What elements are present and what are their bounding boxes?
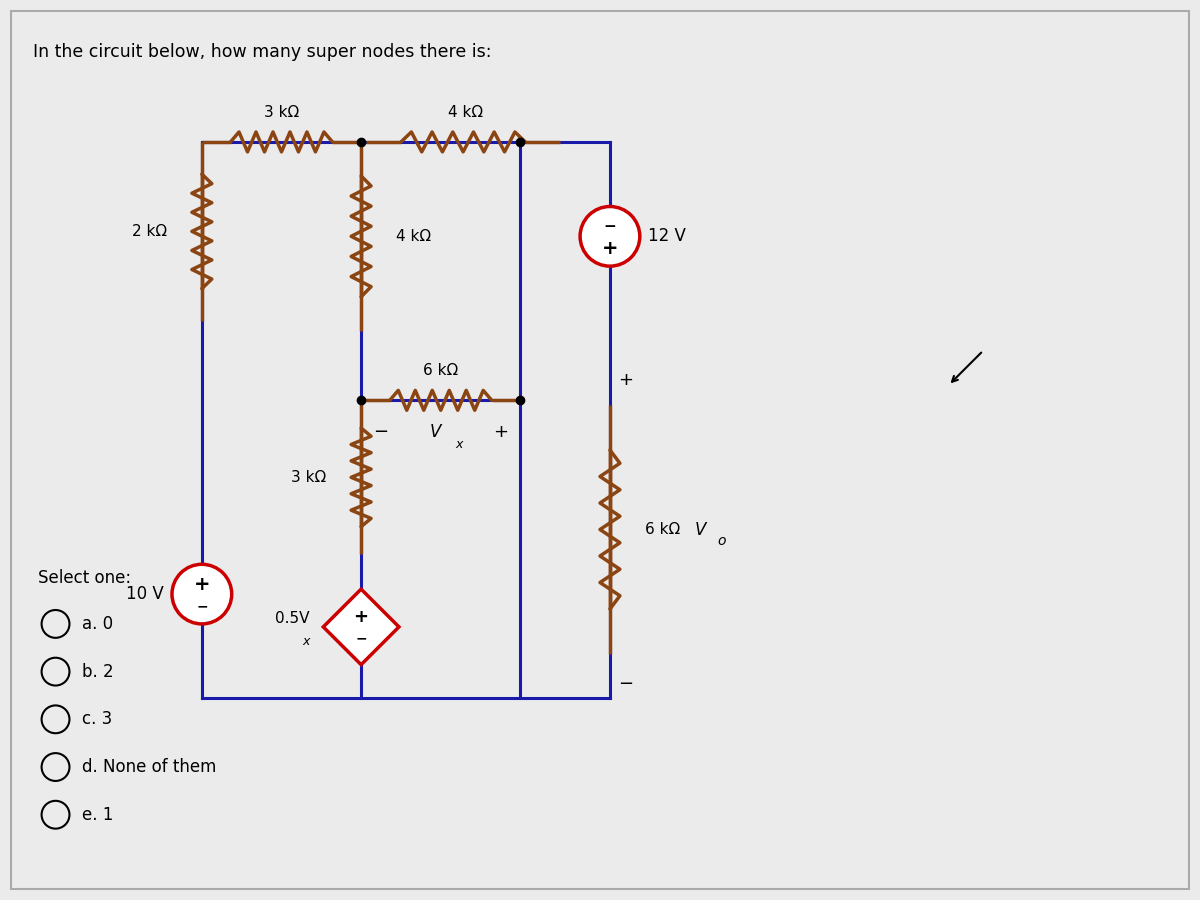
Text: 0.5V: 0.5V [275,611,310,626]
Text: 10 V: 10 V [126,585,164,603]
Text: c. 3: c. 3 [83,710,113,728]
Text: In the circuit below, how many super nodes there is:: In the circuit below, how many super nod… [32,42,491,60]
Text: a. 0: a. 0 [83,615,114,633]
Text: 4 kΩ: 4 kΩ [396,229,431,244]
Text: −: − [618,674,634,692]
Text: 4 kΩ: 4 kΩ [448,105,484,120]
Text: −: − [355,632,367,646]
Text: −: − [196,599,208,613]
Text: 2 kΩ: 2 kΩ [132,224,167,238]
Text: o: o [718,535,726,548]
Text: x: x [302,635,310,648]
Text: +: + [601,238,618,257]
Text: 3 kΩ: 3 kΩ [292,470,326,485]
Text: +: + [193,575,210,594]
Text: −: − [373,423,388,441]
Text: e. 1: e. 1 [83,806,114,824]
FancyBboxPatch shape [11,11,1189,889]
Text: 12 V: 12 V [648,228,685,246]
Text: b. 2: b. 2 [83,662,114,680]
Text: d. None of them: d. None of them [83,758,217,776]
Circle shape [580,206,640,266]
Text: V: V [430,423,442,441]
Circle shape [172,564,232,624]
Text: +: + [493,423,509,441]
Text: +: + [618,372,632,390]
Text: x: x [455,437,462,451]
Text: +: + [354,608,368,626]
Polygon shape [323,590,398,665]
Text: −: − [604,219,617,234]
Text: V: V [695,520,706,538]
Text: Select one:: Select one: [37,570,131,588]
Text: 3 kΩ: 3 kΩ [264,105,299,120]
Text: 6 kΩ: 6 kΩ [424,364,458,378]
Text: 6 kΩ: 6 kΩ [644,522,680,537]
